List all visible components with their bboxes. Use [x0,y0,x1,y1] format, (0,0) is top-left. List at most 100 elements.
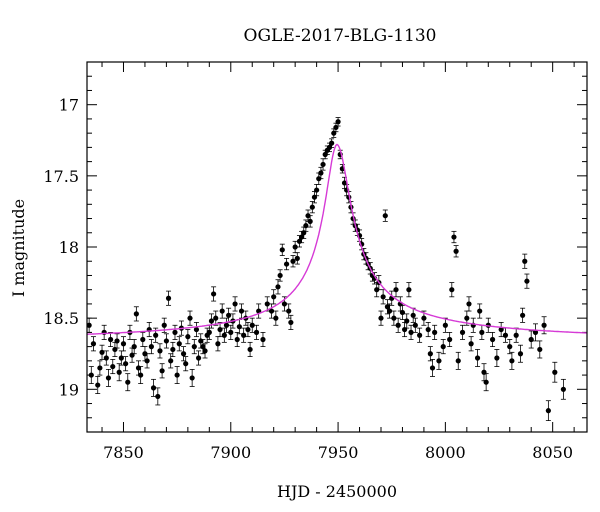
data-point [232,301,238,307]
data-point [133,311,139,317]
data-point [253,329,260,335]
data-point [335,119,341,125]
data-point [320,161,326,168]
data-point [560,386,566,392]
data-point [432,329,438,335]
data-point [498,326,504,333]
plot-frame [86,61,588,433]
data-layer [86,117,566,422]
data-point [283,261,290,267]
data-point [172,329,178,335]
data-point [153,332,159,338]
data-point [157,348,163,354]
data-point [391,315,397,321]
y-tick-label: 19 [59,380,79,399]
data-point [425,326,431,333]
data-point [90,341,97,347]
data-point [447,336,453,343]
data-point [440,344,446,350]
data-point [114,338,120,344]
data-point [215,341,221,347]
data-point [466,301,472,307]
data-point [103,355,109,361]
data-point [417,332,423,338]
data-point [451,234,457,240]
data-point [412,322,418,328]
data-point [260,336,266,343]
data-point [537,346,543,353]
data-point [507,344,513,350]
data-point [545,408,551,414]
y-axis-label: I magnitude [9,199,28,297]
data-point [429,365,436,371]
data-point [170,346,176,353]
data-point [213,315,219,321]
x-tick-label: 7850 [103,443,144,462]
data-point [277,272,283,279]
x-tick-label: 8000 [425,443,466,462]
data-point [410,312,416,318]
data-point [144,358,150,364]
data-point [524,278,530,284]
data-point [449,287,455,293]
data-point [464,315,470,321]
data-point [180,351,187,357]
data-point [264,301,270,307]
data-point [453,248,459,254]
y-tick-label: 18 [59,238,79,257]
data-point [459,329,466,335]
data-point [517,351,524,357]
data-point [509,358,515,364]
chart-title: OGLE-2017-BLG-1130 [244,26,437,46]
data-point [165,295,172,301]
data-point [168,358,174,364]
data-point [174,372,180,378]
data-point [131,344,137,350]
data-point [382,213,388,219]
data-point [427,351,433,357]
data-point [116,369,122,375]
y-tick-label: 17 [59,96,79,115]
data-point [118,355,124,361]
data-point [200,344,206,350]
data-point [88,372,94,378]
data-point [155,393,161,400]
data-point [329,140,335,146]
data-point [208,318,215,324]
data-point [552,369,558,375]
data-point [494,355,500,361]
data-point [477,308,483,314]
data-point [281,301,288,307]
data-point [140,336,146,343]
data-point [150,385,157,391]
data-point [386,308,393,314]
x-tick-label: 7950 [318,443,359,462]
data-point [532,329,539,335]
data-point [294,255,300,261]
data-point [221,332,227,338]
data-point [187,315,193,321]
data-point [211,291,217,297]
x-tick-label: 7900 [210,443,251,462]
data-point [161,322,167,328]
data-point [219,308,225,314]
data-point [522,258,528,264]
data-point [286,308,292,314]
data-point [288,319,294,326]
data-point [241,332,247,338]
data-point [176,341,182,347]
data-point [148,344,154,350]
data-point [513,332,519,338]
data-point [489,336,496,343]
data-point [247,346,253,353]
data-point [474,355,481,361]
data-point [120,341,127,347]
data-point [318,170,324,176]
data-point [271,294,277,300]
data-point [378,315,384,321]
x-tick-label: 8050 [532,443,573,462]
data-point [97,365,103,371]
data-point [195,355,202,361]
data-point [185,334,191,340]
data-point [125,379,131,385]
